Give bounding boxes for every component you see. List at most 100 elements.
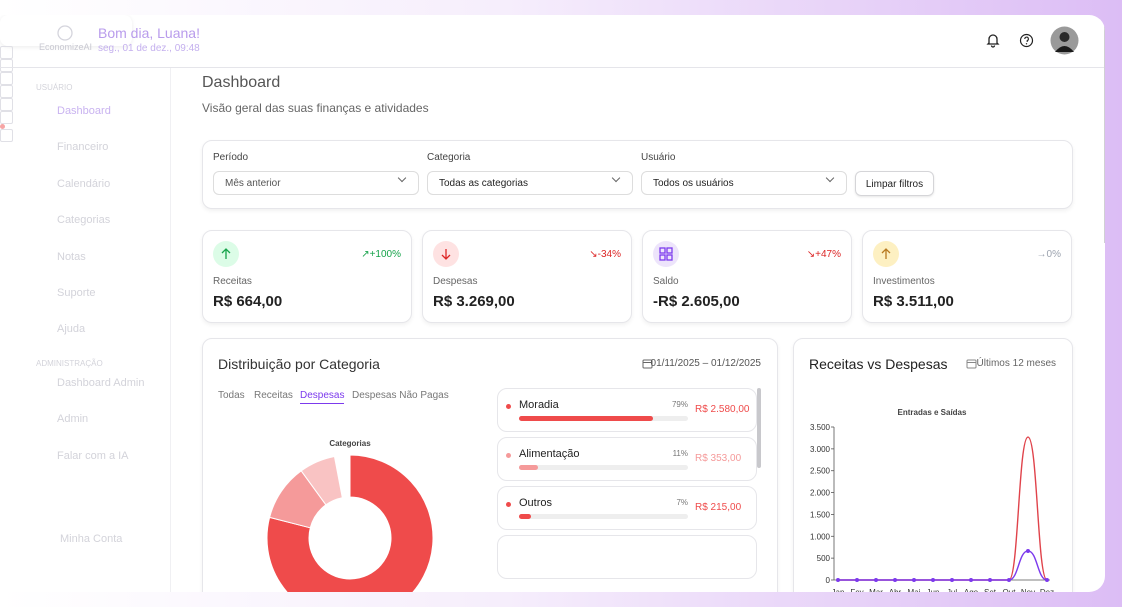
y-tick-label: 1.500 <box>810 510 831 519</box>
y-tick-label: 1.000 <box>810 532 831 541</box>
sidebar-item[interactable]: Admin <box>57 413 89 425</box>
line-point <box>1007 578 1011 582</box>
kpi-value: R$ 3.511,00 <box>873 293 954 310</box>
filter-label: Usuário <box>641 152 676 163</box>
x-tick-label: Dez <box>1040 588 1054 592</box>
help-icon[interactable] <box>1019 33 1034 48</box>
category-item <box>497 388 757 432</box>
category-dot <box>506 502 511 507</box>
line-chart: Entradas e Saídas 0 500 1.000 1.500 2.000 2.50… <box>810 408 1054 592</box>
filter-select[interactable] <box>641 171 847 195</box>
kpi-value: R$ 664,00 <box>213 293 283 310</box>
tab[interactable]: Receitas <box>254 390 293 401</box>
category-item <box>497 437 757 481</box>
tab[interactable]: Todas <box>218 390 245 401</box>
kpi-value: -R$ 2.605,00 <box>653 293 740 310</box>
progress-bar <box>519 416 653 421</box>
sidebar-item[interactable]: Dashboard Admin <box>57 377 145 389</box>
category-name: Outros <box>519 497 553 509</box>
category-name: Alimentação <box>519 448 580 460</box>
sidebar-item[interactable]: Falar com a IA <box>57 450 129 462</box>
kpi-change: ↘+47% <box>806 249 841 260</box>
category-pct: 11% <box>672 449 688 458</box>
line-point <box>969 578 973 582</box>
trend-title: Receitas vs Despesas <box>809 356 948 372</box>
line-point <box>1045 578 1049 582</box>
category-pct: 79% <box>671 400 688 409</box>
sidebar-item[interactable]: Calendário <box>57 178 111 190</box>
sidebar-item[interactable]: Financeiro <box>57 141 109 153</box>
x-tick-label: Abr <box>889 588 902 592</box>
x-tick-label: Set <box>984 588 997 592</box>
scrollbar <box>757 388 761 468</box>
kpi-icon-bg <box>653 241 679 267</box>
kpi-icon <box>221 248 231 259</box>
category-name: Moradia <box>519 399 559 411</box>
category-item <box>497 486 757 530</box>
avatar[interactable] <box>1050 26 1079 55</box>
category-item <box>497 535 757 579</box>
x-tick-label: Jan <box>832 588 845 592</box>
sidebar-section-title: USUÁRIO <box>36 83 73 92</box>
y-tick-label: 2.500 <box>810 467 831 476</box>
filters-card <box>202 140 1073 209</box>
kpi-label: Investimentos <box>873 276 935 287</box>
category-amount: R$ 2.580,00 <box>695 404 750 415</box>
sidebar-footer[interactable]: Minha Conta <box>60 533 123 545</box>
sidebar-item[interactable]: Ajuda <box>57 323 86 335</box>
donut-chart: Categorias <box>266 439 434 592</box>
x-tick-label: Mar <box>869 588 883 592</box>
notification-dot <box>0 124 5 129</box>
filter-select[interactable] <box>427 171 633 195</box>
category-dot <box>506 453 511 458</box>
line-point <box>893 578 897 582</box>
x-tick-label: Nov <box>1021 588 1035 592</box>
sidebar-item[interactable]: Suporte <box>57 287 96 299</box>
filter-label: Período <box>213 152 249 163</box>
logo-text: EconomizeAI <box>39 42 93 52</box>
clear-filters-button[interactable]: Limpar filtros <box>855 171 934 196</box>
distribution-title: Distribuição por Categoria <box>218 356 380 372</box>
line-point <box>1026 548 1030 553</box>
tab[interactable]: Despesas <box>300 390 345 404</box>
trend-card <box>793 338 1073 592</box>
sidebar-icon <box>0 46 13 59</box>
header <box>0 15 1105 68</box>
kpi-change: →0% <box>1036 249 1061 260</box>
bell-icon[interactable] <box>985 32 1001 48</box>
progress-bar <box>519 465 538 470</box>
tab[interactable]: Despesas Não Pagas <box>352 390 449 401</box>
donut-slice <box>300 455 343 506</box>
y-tick-label: 2.000 <box>810 489 831 498</box>
active-item-bg <box>0 15 132 46</box>
line-point <box>931 578 935 582</box>
sidebar-item[interactable]: Categorias <box>57 214 111 226</box>
chart-title: Entradas e Saídas <box>898 408 967 417</box>
progress-bar <box>519 514 531 519</box>
logo-icon <box>57 25 73 41</box>
page-title: Dashboard <box>202 74 281 91</box>
kpi-change: ↘-34% <box>589 249 621 260</box>
sidebar-item[interactable]: Dashboard <box>57 105 111 117</box>
filter-select[interactable] <box>213 171 419 195</box>
progress-track <box>519 514 688 519</box>
app-window: EconomizeAI Bom dia, Luana! seg., 01 de … <box>0 15 1105 592</box>
kpi-value: R$ 3.269,00 <box>433 293 515 310</box>
date: seg., 01 de dez., 09:48 <box>98 43 200 54</box>
x-tick-label: Jul <box>947 588 957 592</box>
sidebar-icon <box>0 111 13 124</box>
sidebar-icon <box>0 98 13 111</box>
kpi-card <box>642 230 852 323</box>
sidebar-section-title: ADMINISTRAÇÃO <box>36 359 103 368</box>
sidebar-item[interactable]: Notas <box>57 251 86 263</box>
line-point <box>950 578 954 582</box>
line-point <box>988 578 992 582</box>
category-dot <box>506 404 511 409</box>
page-scrollbar <box>1104 15 1105 243</box>
y-tick-label: 3.500 <box>810 423 831 432</box>
line-series <box>838 436 1048 581</box>
calendar-icon <box>642 359 653 369</box>
greeting: Bom dia, Luana! <box>98 25 200 41</box>
kpi-change: ↗+100% <box>361 249 401 260</box>
